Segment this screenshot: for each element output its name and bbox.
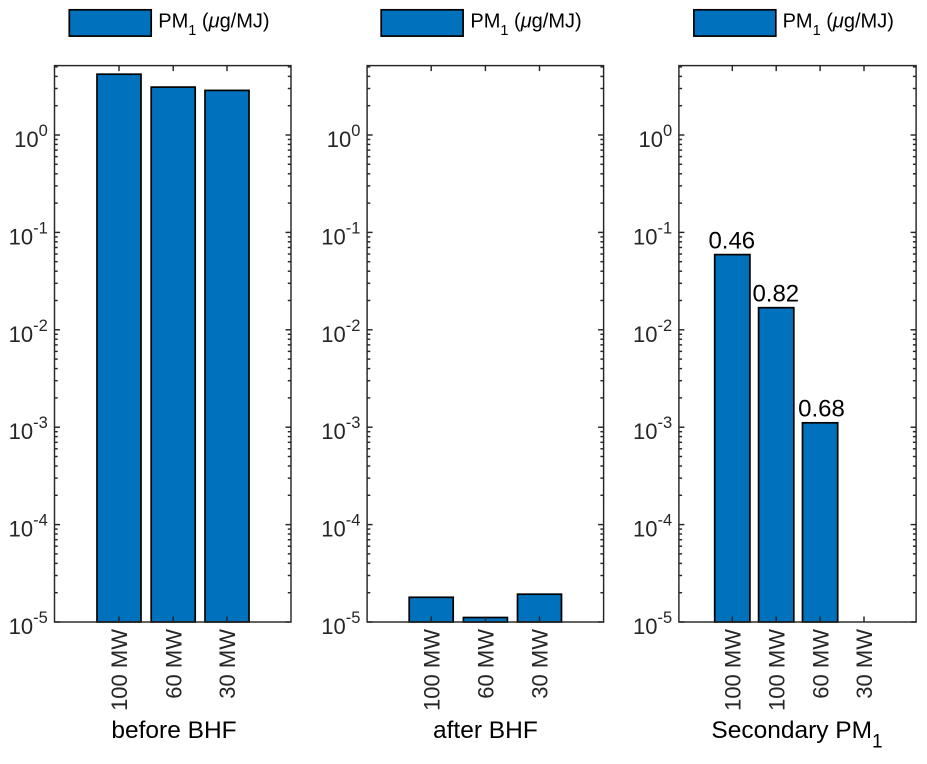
svg-text:60 MW: 60 MW [474, 629, 499, 699]
svg-text:60 MW: 60 MW [808, 629, 833, 699]
svg-text:10-3: 10-3 [321, 414, 360, 444]
svg-text:30 MW: 30 MW [215, 629, 240, 699]
svg-text:100: 100 [639, 122, 673, 152]
svg-text:after BHF: after BHF [433, 717, 538, 744]
svg-text:100: 100 [14, 122, 48, 152]
svg-text:0.68: 0.68 [798, 396, 845, 423]
svg-text:60 MW: 60 MW [161, 629, 186, 699]
svg-text:100 MW: 100 MW [764, 629, 789, 711]
svg-text:0.82: 0.82 [752, 280, 799, 307]
svg-text:30 MW: 30 MW [852, 629, 877, 699]
svg-text:10-2: 10-2 [9, 317, 48, 347]
svg-text:30 MW: 30 MW [528, 629, 553, 699]
svg-text:10-2: 10-2 [633, 317, 672, 347]
svg-text:10-3: 10-3 [9, 414, 48, 444]
svg-text:10-1: 10-1 [9, 219, 48, 249]
svg-text:10-5: 10-5 [321, 609, 360, 639]
svg-text:10-4: 10-4 [633, 512, 672, 542]
svg-text:100 MW: 100 MW [107, 629, 132, 711]
svg-text:PM1 (μg/MJ): PM1 (μg/MJ) [783, 10, 894, 39]
svg-text:10-5: 10-5 [9, 609, 48, 639]
svg-text:100: 100 [327, 122, 361, 152]
svg-text:10-3: 10-3 [633, 414, 672, 444]
svg-text:before BHF: before BHF [111, 717, 236, 744]
svg-text:10-2: 10-2 [321, 317, 360, 347]
svg-text:10-1: 10-1 [321, 219, 360, 249]
svg-text:10-4: 10-4 [321, 512, 360, 542]
svg-text:100 MW: 100 MW [419, 629, 444, 711]
svg-text:10-1: 10-1 [633, 219, 672, 249]
svg-text:0.46: 0.46 [708, 227, 755, 254]
svg-text:PM1 (μg/MJ): PM1 (μg/MJ) [158, 10, 269, 39]
svg-text:100 MW: 100 MW [721, 629, 746, 711]
svg-text:10-4: 10-4 [9, 512, 48, 542]
svg-text:10-5: 10-5 [633, 609, 672, 639]
svg-text:PM1 (μg/MJ): PM1 (μg/MJ) [470, 10, 581, 39]
